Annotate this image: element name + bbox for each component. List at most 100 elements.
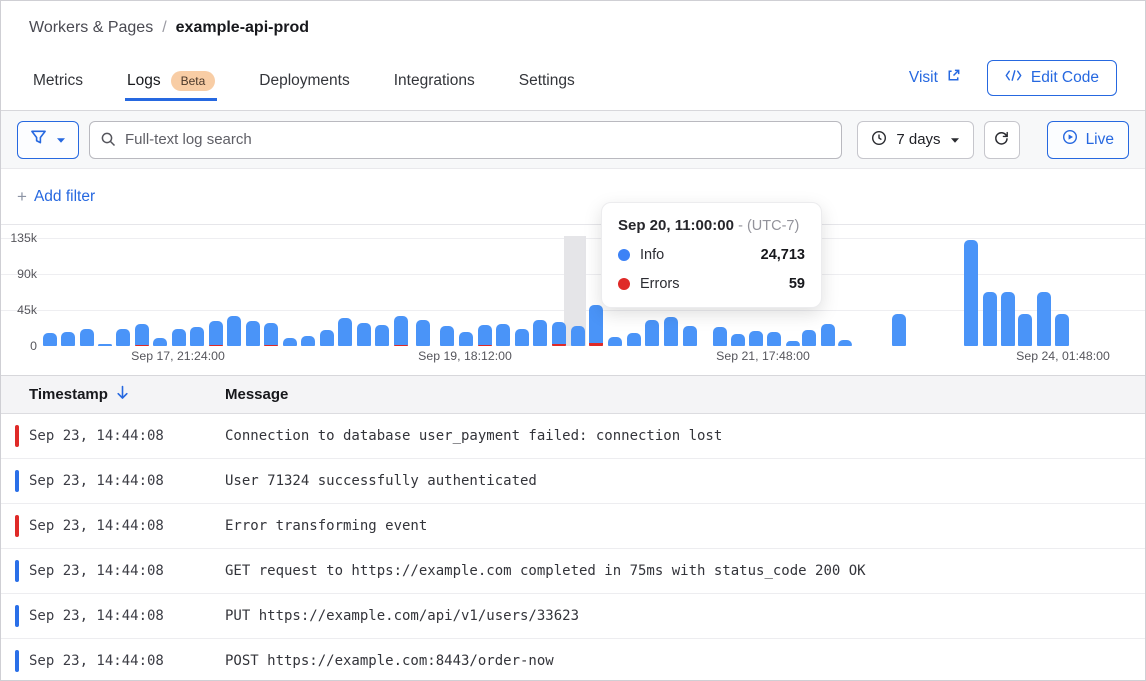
- log-row[interactable]: Sep 23, 14:44:08 Connection to database u…: [1, 414, 1145, 459]
- chart-bar[interactable]: [664, 317, 678, 346]
- chart-bar[interactable]: [375, 325, 389, 346]
- chart-bar[interactable]: [61, 332, 75, 346]
- chart-bar[interactable]: [80, 329, 94, 346]
- visit-link-label: Visit: [908, 69, 938, 86]
- chart-bar[interactable]: [320, 330, 334, 346]
- chart-bar[interactable]: [440, 326, 454, 346]
- log-message: User 71324 successfully authenticated: [225, 473, 537, 489]
- edit-code-button[interactable]: Edit Code: [986, 60, 1117, 96]
- live-label: Live: [1085, 130, 1114, 148]
- chart-bar[interactable]: [767, 332, 781, 346]
- chart-bar[interactable]: [496, 324, 510, 346]
- chart-bar[interactable]: [209, 321, 223, 346]
- chart-bar[interactable]: [552, 322, 566, 346]
- chart-bar[interactable]: [964, 240, 978, 346]
- log-row[interactable]: Sep 23, 14:44:08 POST https://example.com…: [1, 639, 1145, 680]
- log-row[interactable]: Sep 23, 14:44:08 GET request to https://e…: [1, 549, 1145, 594]
- tab-deployments[interactable]: Deployments: [257, 61, 351, 101]
- tooltip-info-value: 24,713: [760, 247, 805, 263]
- chart-bar[interactable]: [338, 318, 352, 346]
- chart-bar[interactable]: [589, 305, 603, 346]
- chart-bar[interactable]: [608, 337, 622, 346]
- tooltip-errors-value: 59: [788, 276, 805, 292]
- chart-bar[interactable]: [515, 329, 529, 346]
- chart-bar[interactable]: [264, 323, 278, 346]
- chart-bar[interactable]: [786, 341, 800, 346]
- chart-bar[interactable]: [892, 314, 906, 346]
- search-input[interactable]: [89, 120, 843, 159]
- tab-metrics[interactable]: Metrics: [31, 61, 85, 101]
- chart-bar[interactable]: [190, 327, 204, 346]
- chart-bar[interactable]: [172, 329, 186, 346]
- chart-bar[interactable]: [1018, 314, 1032, 346]
- chart-bar[interactable]: [478, 325, 492, 346]
- chart-bar[interactable]: [116, 329, 130, 346]
- chart-bar[interactable]: [227, 316, 241, 346]
- log-row[interactable]: Sep 23, 14:44:08 Error transforming event: [1, 504, 1145, 549]
- chart-bar[interactable]: [153, 338, 167, 346]
- tooltip-info-row: Info 24,713: [618, 247, 805, 263]
- chart-bar-error-segment: [589, 343, 603, 346]
- tab-settings[interactable]: Settings: [517, 61, 577, 101]
- x-axis-label: Sep 21, 17:48:00: [716, 349, 810, 363]
- log-row[interactable]: Sep 23, 14:44:08 User 71324 successfully …: [1, 459, 1145, 504]
- chart-bar[interactable]: [459, 332, 473, 346]
- tab-logs-label: Logs: [126, 72, 161, 89]
- filter-menu-button[interactable]: [17, 120, 79, 159]
- chart-bar[interactable]: [983, 292, 997, 346]
- severity-indicator-error: [15, 425, 19, 447]
- bars-layer: [1, 225, 1145, 346]
- chart-bar[interactable]: [394, 316, 408, 346]
- chevron-down-icon: [56, 131, 66, 149]
- chart-bar[interactable]: [1055, 314, 1069, 346]
- timestamp-column-header[interactable]: Timestamp: [29, 385, 225, 404]
- breadcrumb-root-link[interactable]: Workers & Pages: [29, 19, 154, 36]
- chart-bar[interactable]: [416, 320, 430, 346]
- tooltip-errors-row: Errors 59: [618, 276, 805, 292]
- chart-bar[interactable]: [731, 334, 745, 346]
- chart-bar[interactable]: [533, 320, 547, 346]
- severity-indicator-error: [15, 515, 19, 537]
- tab-integrations[interactable]: Integrations: [392, 61, 477, 101]
- tooltip-timezone: - (UTC-7): [738, 218, 800, 234]
- chart-bar[interactable]: [683, 326, 697, 346]
- log-message: GET request to https://example.com compl…: [225, 563, 866, 579]
- chart-bar[interactable]: [749, 331, 763, 346]
- chart-bar[interactable]: [98, 344, 112, 346]
- chart-bar[interactable]: [713, 327, 727, 346]
- log-timestamp: Sep 23, 14:44:08: [29, 653, 164, 669]
- chart-tooltip: Sep 20, 11:00:00 - (UTC-7) Info 24,713 E…: [601, 202, 822, 308]
- log-timestamp: Sep 23, 14:44:08: [29, 608, 164, 624]
- log-message: PUT https://example.com/api/v1/users/336…: [225, 608, 580, 624]
- tooltip-title: Sep 20, 11:00:00 - (UTC-7): [618, 217, 805, 234]
- time-range-dropdown[interactable]: 7 days: [857, 120, 974, 159]
- tab-logs[interactable]: Logs Beta: [125, 61, 217, 101]
- tab-deployments-label: Deployments: [259, 72, 350, 89]
- add-filter-button[interactable]: + Add filter: [17, 187, 95, 207]
- chart-bar[interactable]: [1001, 292, 1015, 346]
- chart-bar[interactable]: [301, 336, 315, 346]
- sort-desc-icon: [116, 385, 129, 404]
- log-timestamp: Sep 23, 14:44:08: [29, 428, 164, 444]
- chart-bar[interactable]: [645, 320, 659, 346]
- refresh-button[interactable]: [983, 120, 1020, 159]
- timestamp-header-label: Timestamp: [29, 386, 108, 403]
- chart-bar-hovered[interactable]: [571, 326, 585, 346]
- severity-indicator-info: [15, 560, 19, 582]
- clock-icon: [871, 130, 887, 150]
- chart-bar[interactable]: [246, 321, 260, 346]
- chart-bar[interactable]: [357, 323, 371, 346]
- chart-bar[interactable]: [1037, 292, 1051, 346]
- chart-bar[interactable]: [135, 324, 149, 346]
- chart-bar[interactable]: [43, 333, 57, 346]
- log-table: Timestamp Message Sep 23, 14:44:08 Connec…: [1, 375, 1145, 680]
- chart-bar[interactable]: [283, 338, 297, 346]
- chart-bar[interactable]: [627, 333, 641, 346]
- chart-bar[interactable]: [821, 324, 835, 346]
- visit-link[interactable]: Visit: [909, 68, 961, 88]
- live-button[interactable]: Live: [1046, 120, 1129, 159]
- log-row[interactable]: Sep 23, 14:44:08 PUT https://example.com/…: [1, 594, 1145, 639]
- errors-dot: [618, 278, 630, 290]
- chart-bar[interactable]: [838, 340, 852, 346]
- chart-bar[interactable]: [802, 330, 816, 346]
